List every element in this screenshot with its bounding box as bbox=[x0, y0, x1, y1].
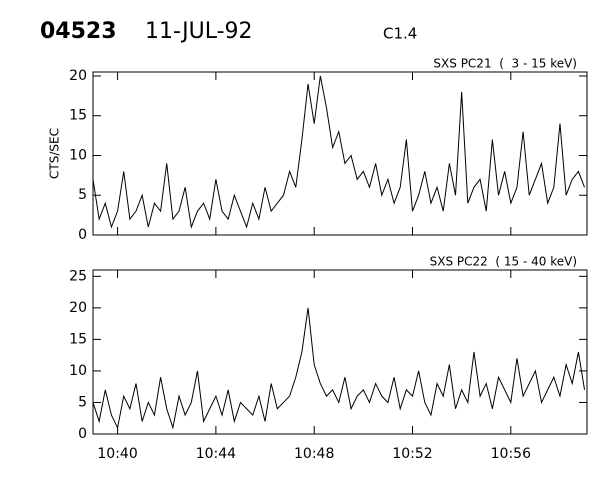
x-tick-label: 10:40 bbox=[97, 446, 137, 462]
header-date: 11-JUL-92 bbox=[145, 19, 253, 44]
panel-title: SXS PC21 ( 3 - 15 keV) bbox=[433, 57, 577, 71]
y-tick-label: 20 bbox=[69, 300, 87, 316]
y-tick-label: 20 bbox=[69, 68, 87, 84]
data-line bbox=[93, 307, 586, 430]
data-line bbox=[93, 75, 586, 229]
plot-frame bbox=[92, 71, 588, 236]
x-tick-label: 10:44 bbox=[196, 446, 236, 462]
header-id: 04523 bbox=[40, 19, 117, 44]
y-tick-label: 5 bbox=[78, 394, 87, 410]
y-tick-label: 5 bbox=[78, 187, 87, 203]
plot-frame bbox=[92, 269, 588, 435]
header-class: C1.4 bbox=[383, 25, 417, 43]
y-tick-label: 15 bbox=[69, 108, 87, 124]
y-tick-label: 0 bbox=[78, 426, 87, 442]
x-tick-label: 10:52 bbox=[392, 446, 432, 462]
y-tick-label: 0 bbox=[78, 227, 87, 243]
x-tick-label: 10:56 bbox=[491, 446, 531, 462]
y-tick-label: 25 bbox=[69, 268, 87, 284]
panel-title: SXS PC22 ( 15 - 40 keV) bbox=[430, 255, 577, 269]
y-tick-label: 10 bbox=[69, 147, 87, 163]
y-tick-label: 10 bbox=[69, 363, 87, 379]
x-tick-label: 10:48 bbox=[294, 446, 334, 462]
y-axis-label: CTS/SEC bbox=[48, 128, 62, 179]
y-tick-label: 15 bbox=[69, 331, 87, 347]
